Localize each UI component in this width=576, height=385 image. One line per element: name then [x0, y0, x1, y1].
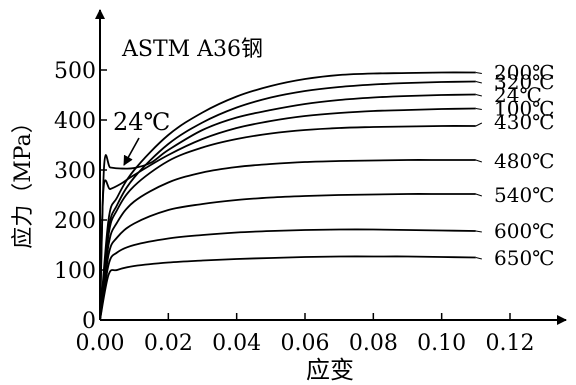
series-label-leader [475, 257, 482, 260]
y-tick-label: 0 [82, 309, 96, 334]
series-line [99, 71, 476, 321]
x-tick-label: 0.08 [349, 331, 398, 356]
annotation-24c: 24℃ [113, 108, 170, 136]
series-line [99, 228, 476, 321]
series-label: 540℃ [494, 183, 555, 207]
series-line [99, 107, 476, 321]
series-curves [99, 71, 476, 321]
series-label-leader [475, 159, 482, 163]
chart-title: ASTM A36钢 [121, 37, 263, 62]
series-label: 650℃ [494, 246, 555, 270]
series-line [99, 159, 476, 321]
series-label: 100℃ [494, 97, 555, 121]
series-line [99, 255, 476, 321]
series-label: 24℃ [494, 83, 542, 107]
series-label: 320℃ [494, 70, 555, 94]
series-line [99, 93, 476, 321]
series-label-leader [475, 122, 483, 127]
y-axis-label: 应力（MPa） [11, 111, 36, 248]
series-line [99, 80, 476, 321]
series-label-leader [475, 94, 482, 97]
series-line [99, 193, 476, 321]
series-label-leader [475, 108, 482, 110]
x-tick-label: 0.12 [486, 331, 535, 356]
y-ticks: 0 100 200 300 400 500 [54, 59, 107, 334]
series-label: 600℃ [494, 219, 555, 243]
x-ticks: 0.00 0.02 0.04 0.06 0.08 0.10 0.12 [76, 313, 535, 356]
x-tick-label: 0.00 [76, 331, 125, 356]
series-label: 430℃ [494, 110, 555, 134]
series-label-leader [475, 81, 482, 84]
y-tick-label: 500 [54, 59, 96, 84]
series-label: 480℃ [494, 149, 555, 173]
y-tick-label: 100 [54, 259, 96, 284]
x-tick-label: 0.10 [417, 331, 466, 356]
series-label-leader [475, 72, 482, 74]
y-tick-label: 400 [54, 109, 96, 134]
series-label: 200℃ [494, 61, 555, 85]
series-label-leader [475, 193, 482, 197]
x-axis-label: 应变 [306, 356, 354, 384]
x-tick-label: 0.06 [281, 331, 330, 356]
y-tick-label: 200 [54, 209, 96, 234]
x-tick-label: 0.04 [212, 331, 261, 356]
x-tick-label: 0.02 [144, 331, 193, 356]
annotation-arrow [123, 137, 140, 166]
series-label-leader [475, 230, 482, 233]
series-line [99, 125, 476, 321]
y-tick-label: 300 [54, 159, 96, 184]
